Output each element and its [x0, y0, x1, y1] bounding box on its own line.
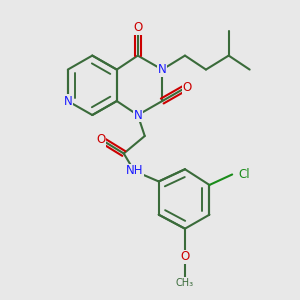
Text: O: O — [96, 133, 106, 146]
Text: N: N — [64, 94, 72, 107]
Text: N: N — [134, 109, 142, 122]
Text: O: O — [133, 21, 142, 34]
Text: O: O — [180, 250, 190, 263]
Text: CH₃: CH₃ — [176, 278, 194, 288]
Text: O: O — [182, 81, 191, 94]
Text: NH: NH — [125, 164, 143, 178]
Text: N: N — [158, 63, 167, 76]
Text: Cl: Cl — [238, 168, 250, 181]
